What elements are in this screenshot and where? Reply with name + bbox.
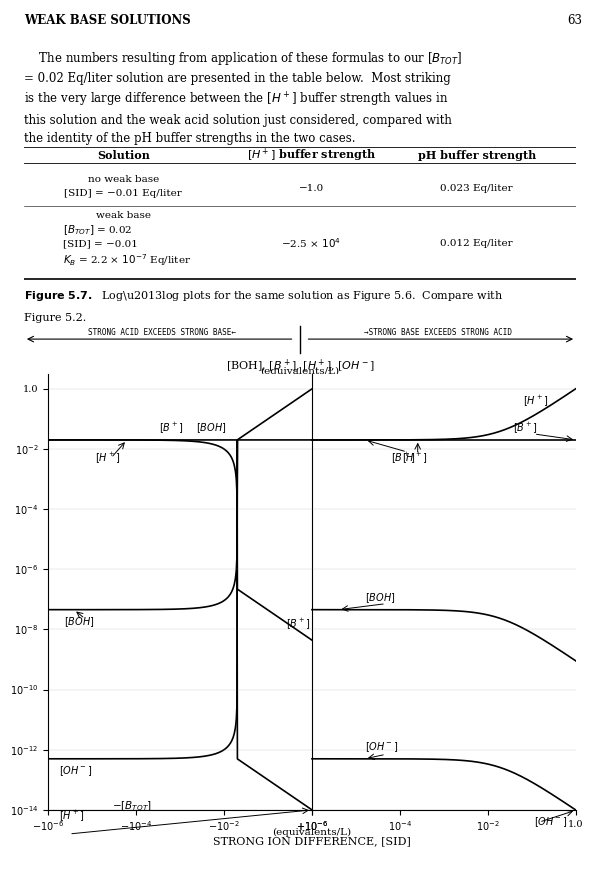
Text: WEAK BASE SOLUTIONS: WEAK BASE SOLUTIONS: [24, 13, 191, 27]
Text: $[H^+]$: $[H^+]$: [59, 808, 84, 823]
Text: $[H^+]$: $[H^+]$: [95, 450, 121, 465]
Text: no weak base: no weak base: [88, 175, 159, 184]
Text: (equivalents/L): (equivalents/L): [272, 828, 352, 837]
Text: [BOH], [$B^+$], [$H^+$], [$OH^-$]: [BOH], [$B^+$], [$H^+$], [$OH^-$]: [226, 357, 374, 374]
Text: →STRONG BASE EXCEEDS STRONG ACID: →STRONG BASE EXCEEDS STRONG ACID: [364, 328, 512, 337]
X-axis label: STRONG ION DIFFERENCE, [SID]: STRONG ION DIFFERENCE, [SID]: [213, 837, 411, 846]
Text: $[B_{TOT}]$ = 0.02: $[B_{TOT}]$ = 0.02: [62, 222, 132, 237]
Text: $[OH^-]$: $[OH^-]$: [365, 740, 398, 754]
Text: $[H^+]$: $[H^+]$: [523, 392, 549, 408]
Text: $[H^+]$: $[H^+]$: [402, 449, 427, 465]
Text: [SID] = −0.01 Eq/liter: [SID] = −0.01 Eq/liter: [64, 190, 182, 198]
Text: $K_B$ = 2.2 × $10^{-7}$ Eq/liter: $K_B$ = 2.2 × $10^{-7}$ Eq/liter: [62, 252, 191, 268]
Text: Solution: Solution: [97, 150, 150, 160]
Text: $[BOH]$: $[BOH]$: [196, 421, 226, 435]
Text: Figure 5.2.: Figure 5.2.: [24, 313, 86, 323]
Text: weak base: weak base: [96, 211, 151, 221]
Text: 0.012 Eq/liter: 0.012 Eq/liter: [440, 239, 513, 248]
Text: 63: 63: [567, 13, 582, 27]
Text: (equivalents/L): (equivalents/L): [260, 367, 340, 376]
Text: $[B^+]$: $[B^+]$: [286, 617, 311, 631]
Text: $[H^+]$ buffer strength: $[H^+]$ buffer strength: [247, 147, 376, 164]
Text: $[B^+]$: $[B^+]$: [391, 450, 416, 465]
Text: [SID] = −0.01: [SID] = −0.01: [62, 239, 137, 248]
Text: −1.0: −1.0: [298, 183, 323, 193]
Text: 0.023 Eq/liter: 0.023 Eq/liter: [440, 183, 513, 193]
Text: $[B^+]$: $[B^+]$: [158, 420, 184, 435]
Text: $[BOH]$: $[BOH]$: [365, 591, 395, 604]
Text: $[B^+]$: $[B^+]$: [512, 420, 538, 435]
Text: $[OH^-]$: $[OH^-]$: [534, 815, 567, 829]
Text: pH buffer strength: pH buffer strength: [418, 150, 536, 160]
Text: $\bf{Figure\ 5.7.}$  Log\u2013log plots for the same solution as Figure 5.6.  Co: $\bf{Figure\ 5.7.}$ Log\u2013log plots f…: [24, 288, 503, 303]
Text: $[OH^-]$: $[OH^-]$: [59, 764, 92, 778]
Text: STRONG ACID EXCEEDS STRONG BASE←: STRONG ACID EXCEEDS STRONG BASE←: [88, 328, 236, 337]
Text: $-[B_{TOT}]$: $-[B_{TOT}]$: [112, 799, 152, 813]
Text: The numbers resulting from application of these formulas to our [$B_{TOT}$]
= 0.: The numbers resulting from application o…: [24, 50, 463, 145]
Text: −2.5 × $10^4$: −2.5 × $10^4$: [281, 237, 341, 250]
Text: $[BOH]$: $[BOH]$: [64, 615, 94, 628]
